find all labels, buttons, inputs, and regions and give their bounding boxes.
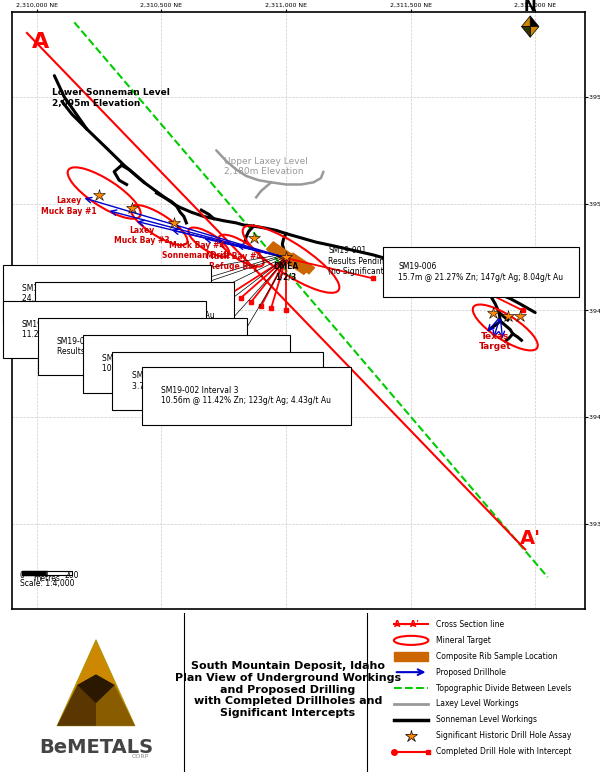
- Text: Cross Section line: Cross Section line: [436, 620, 504, 629]
- Polygon shape: [521, 26, 530, 37]
- Text: South Mountain Deposit, Idaho
Plan View of Underground Workings
and Proposed Dri: South Mountain Deposit, Idaho Plan View …: [175, 661, 401, 718]
- Text: SM19-003 Interval 2
3.64m @ 9.74% Zn; 331g/t Ag; 1.94g/t Au: SM19-003 Interval 2 3.64m @ 9.74% Zn; 33…: [55, 300, 215, 320]
- Text: Laxey
Muck Bay #3: Laxey Muck Bay #3: [114, 226, 169, 245]
- Text: SM19-003 Interval 1
24.17m @ 11.12% Zn; 267g/t Ag; 2.41g/t Au: SM19-003 Interval 1 24.17m @ 11.12% Zn; …: [22, 283, 191, 303]
- Polygon shape: [530, 16, 539, 26]
- Polygon shape: [521, 16, 530, 26]
- Text: Laxey
Muck Bay #1: Laxey Muck Bay #1: [41, 196, 97, 216]
- Text: SM19-002 Interval 2
3.78m @ 5.45 % Zn ; 145 g/t Ag ; 8.39 g/t Au: SM19-002 Interval 2 3.78m @ 5.45 % Zn ; …: [131, 371, 304, 390]
- Text: SM19-001
Results Pending
(no Significant mineralization): SM19-001 Results Pending (no Significant…: [328, 246, 445, 276]
- Text: Sonneman Level Workings: Sonneman Level Workings: [436, 715, 537, 724]
- Polygon shape: [77, 674, 115, 703]
- Text: DMEA
1/2/3: DMEA 1/2/3: [274, 262, 299, 282]
- Polygon shape: [287, 253, 314, 274]
- Text: SM19-002 Interval 3
10.56m @ 11.42% Zn; 123g/t Ag; 4.43g/t Au: SM19-002 Interval 3 10.56m @ 11.42% Zn; …: [161, 386, 331, 405]
- Text: Lower Sonneman Level
2,095m Elevation: Lower Sonneman Level 2,095m Elevation: [52, 88, 170, 108]
- Text: Significant Historic Drill Hole Assay: Significant Historic Drill Hole Assay: [436, 731, 571, 740]
- Text: Topographic Divide Between Levels: Topographic Divide Between Levels: [436, 684, 571, 692]
- Text: 0: 0: [20, 571, 25, 580]
- Text: Composite Rib Sample Location: Composite Rib Sample Location: [436, 652, 557, 660]
- Text: N: N: [524, 0, 536, 14]
- Text: Muck Bay #4
Sonneman Drift: Muck Bay #4 Sonneman Drift: [163, 241, 230, 261]
- Text: Scale: 1:4,000: Scale: 1:4,000: [20, 579, 74, 587]
- Text: BeMETALS: BeMETALS: [39, 737, 153, 757]
- Text: Laxey Level Workings: Laxey Level Workings: [436, 699, 519, 708]
- Polygon shape: [96, 674, 135, 726]
- Text: SM19-005
11.23m @ 7.97% Zn; 128g/t Ag; 1.20g/t Au: SM19-005 11.23m @ 7.97% Zn; 128g/t Ag; 1…: [22, 320, 187, 339]
- Polygon shape: [57, 674, 96, 726]
- Text: SM19-002 Interval 1
10.51m @ 17.81% Zn; 226g/t Ag; 2.41g/t Au: SM19-002 Interval 1 10.51m @ 17.81% Zn; …: [101, 354, 271, 373]
- Text: 200: 200: [65, 571, 79, 580]
- Text: Muck Bay #4
Refuge Bay: Muck Bay #4 Refuge Bay: [206, 251, 262, 271]
- Polygon shape: [266, 242, 311, 274]
- Text: A': A': [520, 529, 541, 548]
- Polygon shape: [57, 639, 135, 726]
- Polygon shape: [530, 26, 539, 37]
- Text: metres: metres: [34, 574, 61, 584]
- Text: SM19-006
15.7m @ 21.27% Zn; 147g/t Ag; 8.04g/t Au: SM19-006 15.7m @ 21.27% Zn; 147g/t Ag; 8…: [398, 262, 563, 282]
- Text: Texas
Target: Texas Target: [479, 331, 512, 351]
- Text: SM19-004
Results Pending  (2.4m of massive suphides): SM19-004 Results Pending (2.4m of massiv…: [57, 337, 229, 356]
- Text: Completed Drill Hole with Intercept: Completed Drill Hole with Intercept: [436, 747, 572, 756]
- Text: A - A': A - A': [394, 620, 419, 629]
- Text: CORP: CORP: [132, 753, 149, 759]
- Text: A: A: [32, 32, 49, 51]
- Text: Proposed Drillhole: Proposed Drillhole: [436, 667, 506, 677]
- Text: Upper Laxey Level
2,180m Elevation: Upper Laxey Level 2,180m Elevation: [224, 157, 308, 176]
- Bar: [394, 652, 428, 661]
- Text: Mineral Target: Mineral Target: [436, 636, 491, 645]
